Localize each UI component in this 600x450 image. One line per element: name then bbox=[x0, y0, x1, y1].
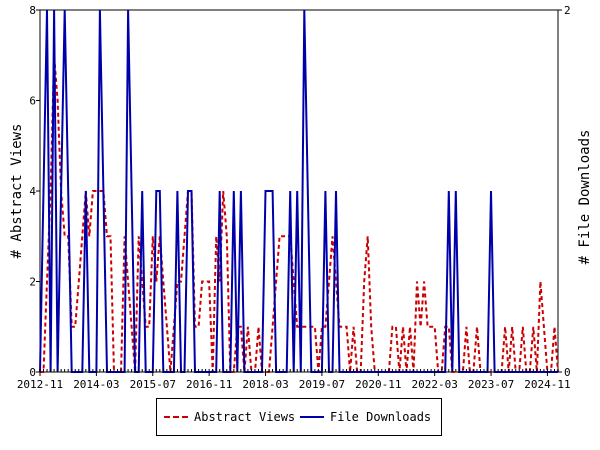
legend-label-abstract-views: Abstract Views bbox=[194, 410, 296, 424]
x-tick-label: 2015-07 bbox=[130, 378, 176, 391]
x-tick-label: 2023-07 bbox=[468, 378, 514, 391]
y-tick-label: 0 bbox=[29, 366, 36, 379]
legend-label-file-downloads: File Downloads bbox=[330, 410, 432, 424]
x-tick-label: 2020-11 bbox=[355, 378, 401, 391]
y-axis-title: # Abstract Views bbox=[9, 124, 25, 259]
x-tick-label: 2024-11 bbox=[524, 378, 570, 391]
x-tick-label: 2019-07 bbox=[299, 378, 345, 391]
legend-swatch-abstract-views bbox=[164, 416, 188, 418]
y-tick-label: 4 bbox=[29, 185, 36, 198]
y-tick-label: 8 bbox=[29, 4, 36, 17]
x-tick-label: 2012-11 bbox=[17, 378, 63, 391]
legend-item-abstract-views: Abstract Views bbox=[164, 410, 295, 424]
x-tick-label: 2014-03 bbox=[73, 378, 119, 391]
y-tick-label: 2 bbox=[29, 276, 36, 289]
y-tick-label: 6 bbox=[29, 95, 36, 108]
legend-item-file-downloads: File Downloads bbox=[300, 410, 431, 424]
y2-tick-label: 2 bbox=[564, 4, 571, 17]
x-tick-label: 2022-03 bbox=[411, 378, 457, 391]
x-tick-label: 2018-03 bbox=[242, 378, 288, 391]
legend: Abstract Views File Downloads bbox=[156, 398, 442, 436]
series-line-file-downloads bbox=[39, 9, 558, 373]
y2-tick-label: 0 bbox=[564, 366, 571, 379]
legend-swatch-file-downloads bbox=[300, 416, 324, 418]
x-tick-label: 2016-11 bbox=[186, 378, 232, 391]
y2-axis-title: # File Downloads bbox=[577, 130, 593, 265]
